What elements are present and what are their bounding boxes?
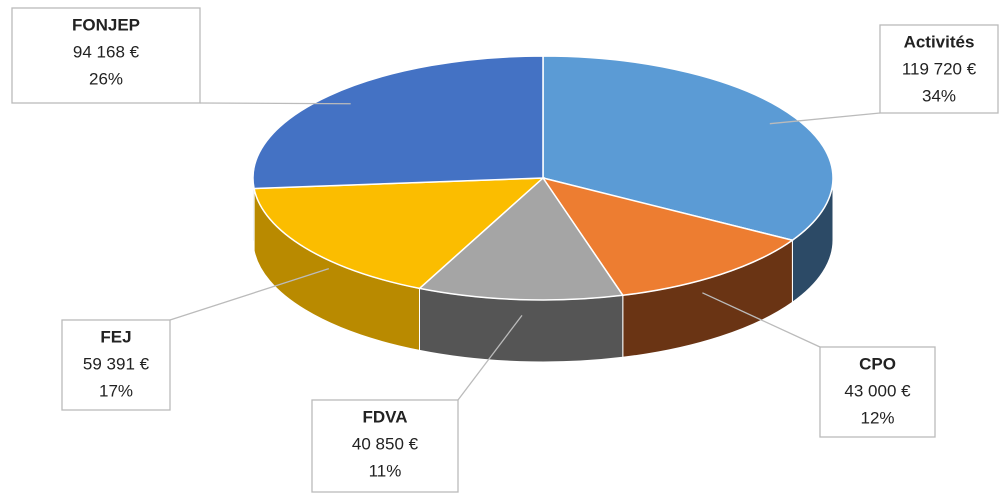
leader-line bbox=[169, 268, 330, 321]
category-label: FDVA bbox=[362, 407, 407, 426]
slice bbox=[542, 55, 834, 242]
percent-label: 17% bbox=[99, 381, 133, 400]
category-label: Activités bbox=[904, 32, 975, 51]
value-label: 59 391 € bbox=[83, 354, 150, 373]
value-label: 43 000 € bbox=[844, 381, 911, 400]
percent-label: 12% bbox=[860, 408, 894, 427]
category-label: CPO bbox=[859, 354, 896, 373]
leader-line bbox=[199, 102, 351, 105]
percent-label: 26% bbox=[89, 69, 123, 88]
leader-line bbox=[457, 314, 523, 401]
label-box bbox=[879, 24, 999, 114]
percent-label: 11% bbox=[369, 461, 402, 480]
slice bbox=[252, 55, 544, 190]
leader-line bbox=[769, 112, 881, 125]
label-box bbox=[11, 7, 201, 104]
label-box bbox=[819, 346, 936, 438]
leader-line bbox=[702, 292, 821, 348]
value-label: 40 850 € bbox=[352, 434, 419, 453]
label-box bbox=[311, 399, 459, 493]
category-label: FONJEP bbox=[72, 15, 140, 34]
label-box bbox=[61, 319, 171, 411]
category-label: FEJ bbox=[100, 327, 131, 346]
percent-label: 34% bbox=[922, 86, 956, 105]
slice bbox=[253, 177, 546, 290]
value-label: 94 168 € bbox=[73, 42, 140, 61]
slice bbox=[541, 176, 795, 297]
slice bbox=[417, 176, 625, 301]
value-label: 119 720 € bbox=[902, 59, 977, 78]
